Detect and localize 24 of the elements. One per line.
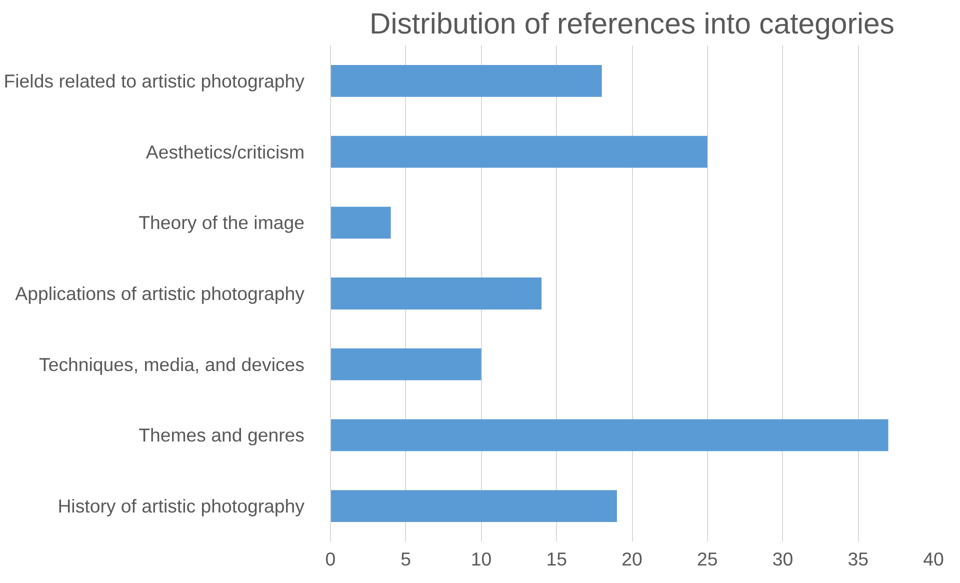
x-tick-label: 40 <box>923 548 944 570</box>
y-tick-label: Aesthetics/criticism <box>146 141 305 162</box>
y-tick-label: Applications of artistic photography <box>15 283 306 304</box>
bar <box>330 278 542 310</box>
bar <box>330 64 602 97</box>
bar <box>330 490 617 522</box>
bar <box>330 348 482 380</box>
bar <box>330 206 391 239</box>
y-tick-label: Themes and genres <box>138 424 305 446</box>
x-tick-label: 0 <box>325 548 336 570</box>
bar <box>330 136 708 168</box>
x-tick-label: 35 <box>848 548 869 570</box>
x-tick-label: 30 <box>772 548 794 570</box>
y-tick-label: Techniques, media, and devices <box>39 354 305 375</box>
x-tick-label: 20 <box>622 548 642 570</box>
x-tick-label: 15 <box>546 548 568 570</box>
x-tick-label: 25 <box>697 548 718 570</box>
y-tick-label: Fields related to artistic photography <box>4 70 306 92</box>
y-tick-label: History of artistic photography <box>58 496 306 517</box>
bar <box>330 419 888 452</box>
y-tick-label: Theory of the image <box>138 212 304 234</box>
chart-title: Distribution of references into categories <box>370 8 894 40</box>
x-tick-label: 10 <box>470 548 492 570</box>
x-tick-label: 5 <box>400 548 412 570</box>
